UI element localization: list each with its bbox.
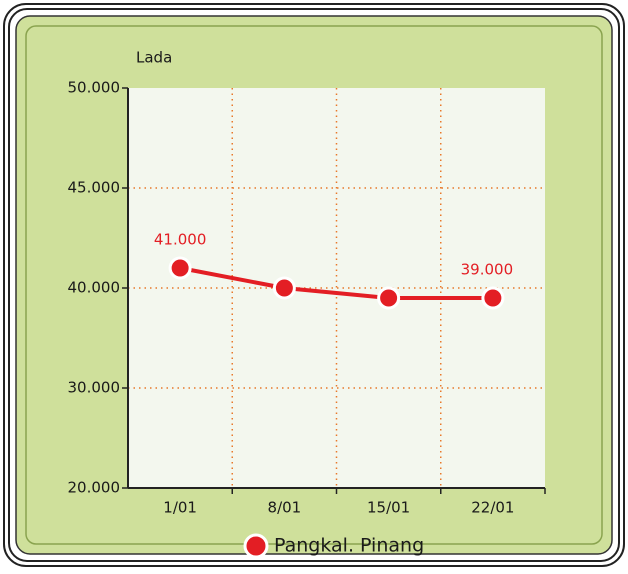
y-tick-label: 40.000 (68, 279, 121, 297)
y-tick-label: 45.000 (68, 179, 121, 197)
value-label: 41.000 (154, 231, 207, 249)
x-tick-label: 1/01 (163, 499, 197, 517)
x-tick-label: 8/01 (268, 499, 302, 517)
y-tick-label: 50.000 (68, 79, 121, 97)
x-tick-label: 15/01 (367, 499, 410, 517)
legend-marker (243, 533, 269, 559)
point (377, 286, 401, 310)
chart-title: Lada (136, 49, 172, 67)
legend-label: Pangkal. Pinang (274, 535, 424, 557)
line (179, 266, 493, 300)
y-tick-label: 30.000 (68, 379, 121, 397)
point (481, 286, 505, 310)
value-label: 39.000 (461, 261, 514, 279)
x-tick-label: 22/01 (471, 499, 514, 517)
inner-frame (25, 25, 603, 545)
y-tick-label: 20.000 (68, 479, 121, 497)
point (168, 256, 192, 280)
plot-area (128, 88, 545, 488)
point (272, 276, 296, 300)
